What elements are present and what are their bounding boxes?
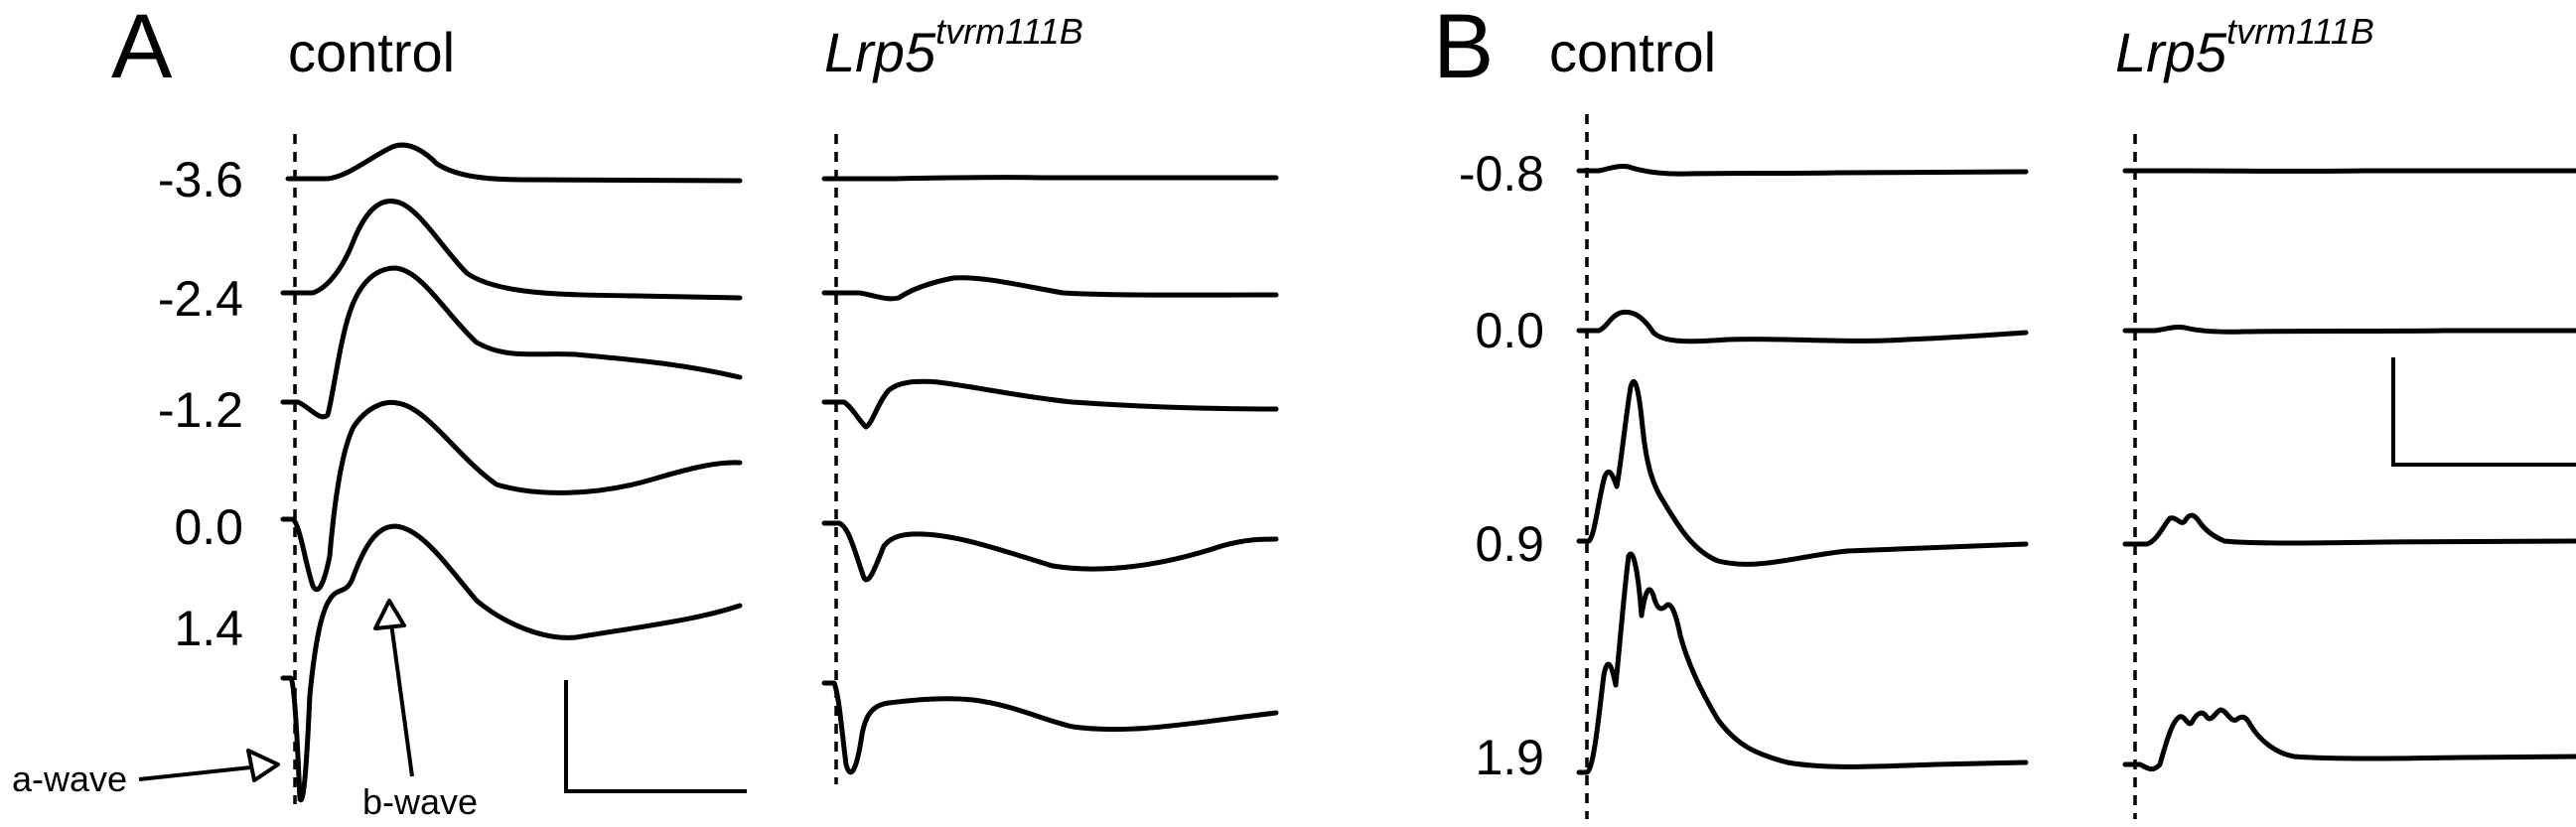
panel-a-mutant-label: Lrp5tvrm111B — [824, 11, 1083, 83]
panel-a-control-label: control — [288, 21, 455, 83]
panel-a-intensity-label-5: 1.4 — [174, 601, 243, 656]
panel-a-mutant-trace-3 — [821, 378, 1279, 430]
b-wave-arrow-head — [373, 599, 406, 630]
panel-b-mutant-trace-3 — [2122, 512, 2576, 547]
panel-a-intensity-label-1: -3.6 — [158, 152, 243, 207]
panel-b-intensity-label-2: 0.0 — [1475, 303, 1544, 358]
panel-a-mutant-trace-2 — [821, 275, 1279, 302]
panel-a-mutant-trace-1 — [821, 175, 1279, 182]
panel-a-mutant-name: Lrp5 — [824, 21, 936, 83]
panel-a-mutant-trace-4 — [821, 520, 1279, 583]
panel-b-mutant-name: Lrp5 — [2115, 21, 2227, 83]
panel-a-intensity-label-2: -2.4 — [158, 271, 243, 327]
panel-b-intensity-label-3: 0.9 — [1475, 516, 1544, 572]
panel-a-mutant-trace-5 — [821, 680, 1279, 775]
panel-a-control-trace-5 — [280, 523, 743, 803]
panel-b-scale-bar — [2391, 357, 2576, 467]
panel-a-control-trace-4 — [280, 399, 743, 593]
panel-b-control-label: control — [1549, 21, 1716, 83]
panel-a-mutant-superscript: tvrm111B — [935, 11, 1083, 52]
b-wave-arrow-shaft — [389, 622, 414, 777]
panel-b-control-trace-4 — [1576, 551, 2029, 775]
panel-a-control-trace-3 — [280, 265, 743, 420]
panel-b-control-trace-3 — [1576, 378, 2029, 567]
panel-letter-b: B — [1433, 0, 1494, 97]
panel-b-intensity-label-4: 1.9 — [1475, 730, 1544, 785]
panel-b-mutant-trace-2 — [2122, 324, 2576, 335]
panel-a-intensity-label-4: 0.0 — [174, 499, 243, 555]
panel-b-control-trace-1 — [1576, 164, 2029, 177]
a-wave-arrow-shaft — [138, 764, 261, 781]
panel-a-intensity-label-3: -1.2 — [158, 382, 243, 438]
panel-b-mutant-label: Lrp5tvrm111B — [2115, 11, 2374, 83]
b-wave-label: b-wave — [362, 781, 478, 822]
panel-b-mutant-superscript: tvrm111B — [2226, 11, 2374, 52]
panel-letter-a: A — [111, 0, 173, 97]
panel-a-control-trace-2 — [280, 199, 743, 301]
panel-b-intensity-label-1: -0.8 — [1459, 146, 1544, 202]
a-wave-label: a-wave — [12, 758, 127, 799]
panel-a-scale-bar — [564, 680, 747, 793]
a-wave-arrow-head — [246, 749, 280, 782]
panel-b-mutant-trace-4 — [2122, 707, 2576, 772]
panel-a-control-trace-1 — [285, 142, 743, 184]
panel-b-control-trace-2 — [1576, 309, 2029, 345]
